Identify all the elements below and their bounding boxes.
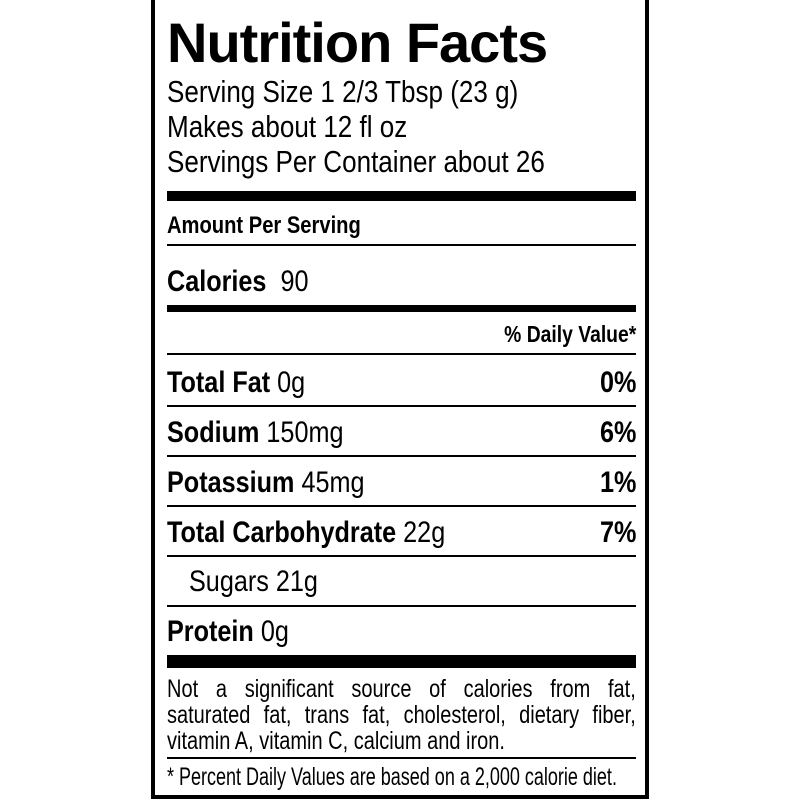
calories-row: Calories 90 [167,265,636,299]
nutrient-amount: 150mg [266,416,344,449]
nutrient-row-total-fat: Total Fat 0g 0% [167,366,636,400]
nutrient-row-potassium: Potassium 45mg 1% [167,466,636,500]
nutrient-label: Potassium [167,466,295,499]
thick-divider [167,655,636,668]
thick-divider [167,191,636,201]
nutrient-amount: 22g [403,516,446,549]
label-title: Nutrition Facts [167,11,548,74]
nutrient-amount: 0g [277,366,306,399]
divider [167,605,636,607]
daily-value-header-row: % Daily Value* [167,321,636,347]
nutrient-label: Sugars [189,565,269,598]
servings-per-container: Servings Per Container about 26 [167,144,545,179]
daily-value-header: % Daily Value* [503,321,636,347]
nutrient-row-sugars: Sugars 21g [189,565,636,599]
nutrient-dv: 7% [599,516,636,549]
nutrient-amount: 0g [260,615,289,648]
amount-per-serving: Amount Per Serving [167,212,361,239]
nutrient-row-protein: Protein 0g [167,615,636,649]
nutrient-row-sodium: Sodium 150mg 6% [167,416,636,450]
serving-size: Serving Size 1 2/3 Tbsp (23 g) [167,74,519,109]
divider [167,244,636,246]
nutrient-amount: 45mg [301,466,365,499]
footnote-line: saturated fat, trans fat, cholesterol, d… [167,701,636,729]
daily-value-footnote: * Percent Daily Values are based on a 2,… [167,763,617,791]
divider [167,405,636,407]
divider [167,353,636,355]
nutrient-amount: 21g [275,565,318,598]
nutrient-dv: 6% [599,416,636,449]
divider [167,505,636,507]
makes-amount: Makes about 12 fl oz [167,109,408,144]
nutrient-dv: 1% [599,466,636,499]
divider [167,455,636,457]
nutrient-label: Protein [167,615,254,648]
nutrient-label: Total Fat [167,366,271,399]
thick-divider [167,305,636,312]
footnote-not-significant: Not a significant source of calories fro… [167,676,636,754]
nutrition-facts-label: Nutrition Facts Serving Size 1 2/3 Tbsp … [151,0,649,799]
nutrient-label: Total Carbohydrate [167,516,397,549]
calories-label: Calories [167,265,267,298]
divider [167,757,636,759]
divider [167,555,636,557]
calories-value: 90 [280,265,309,298]
nutrient-row-total-carbohydrate: Total Carbohydrate 22g 7% [167,516,636,550]
footnote-line: vitamin A, vitamin C, calcium and iron. [167,727,505,755]
nutrient-dv: 0% [599,366,636,399]
footnote-line: Not a significant source of calories fro… [167,675,636,703]
nutrient-label: Sodium [167,416,260,449]
